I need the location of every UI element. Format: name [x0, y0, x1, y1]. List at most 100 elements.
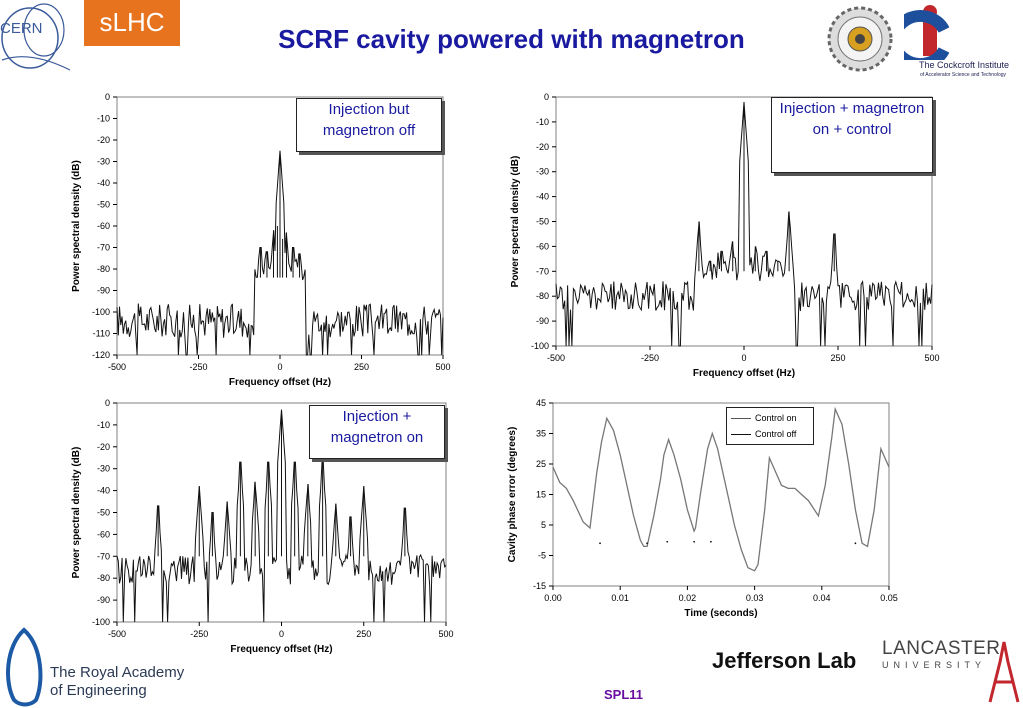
y-tick-label: -80 — [97, 573, 110, 583]
y-tick-label: -30 — [97, 157, 110, 167]
cockcroft-logo: The Cockcroft Institute of Accelerator S… — [904, 2, 1022, 80]
x-tick-label: 0 — [277, 362, 282, 372]
y-tick-label: -20 — [97, 135, 110, 145]
y-tick-label: 5 — [541, 520, 546, 530]
rae-line2: of Engineering — [50, 682, 147, 699]
y-axis-label: Power spectral density (dB) — [510, 156, 521, 288]
cern-label: CERN — [0, 20, 43, 37]
y-tick-label: -110 — [93, 329, 110, 339]
y-tick-label: -70 — [536, 266, 549, 276]
y-tick-label: -100 — [92, 307, 110, 317]
x-axis-label: Frequency offset (Hz) — [693, 368, 795, 379]
y-axis-label: Power spectral density (dB) — [71, 447, 82, 579]
legend-label-control-on: Control on — [755, 413, 797, 423]
jefferson-lab-logo: Jefferson Lab — [712, 648, 857, 673]
y-tick-label: -60 — [97, 221, 110, 231]
series-control-off-point — [854, 542, 857, 545]
series-control-off-point — [666, 540, 669, 543]
y-tick-label: -90 — [536, 316, 549, 326]
rae-line1: The Royal Academy — [50, 664, 185, 681]
y-tick-label: 0 — [105, 398, 110, 408]
y-tick-label: -50 — [97, 508, 110, 518]
y-tick-label: 0 — [544, 92, 549, 102]
royal-academy-logo: The Royal Academy of Engineering — [0, 626, 190, 708]
y-axis-label: Power spectral density (dB) — [71, 160, 82, 292]
cockcroft-sub-label: of Accelerator Science and Technology — [919, 72, 1007, 78]
y-tick-label: -90 — [97, 595, 110, 605]
plot-area — [552, 402, 890, 587]
series-control-off-point — [599, 542, 601, 545]
y-tick-label: -90 — [97, 286, 110, 296]
y-tick-label: -10 — [97, 114, 110, 124]
x-tick-label: -250 — [190, 629, 208, 639]
x-tick-label: 0.02 — [679, 593, 697, 603]
cockcroft-label: The Cockcroft Institute — [918, 60, 1010, 70]
y-axis-label: Cavity phase error (degrees) — [507, 427, 518, 563]
y-tick-label: 35 — [536, 429, 546, 439]
y-tick-label: -40 — [97, 178, 110, 188]
series-control-off-point — [693, 540, 696, 543]
x-tick-label: 250 — [356, 629, 371, 639]
lancaster-logo: LANCASTER UNIVERSITY — [878, 632, 1023, 708]
y-tick-label: -5 — [538, 551, 546, 561]
y-tick-label: -120 — [92, 350, 110, 360]
x-tick-label: 250 — [354, 362, 369, 372]
y-tick-label: -15 — [533, 581, 546, 591]
series-control-off-point — [646, 542, 648, 545]
legend-item-control-on: Control on — [731, 410, 809, 426]
x-tick-label: -500 — [108, 362, 126, 372]
y-tick-label: -40 — [536, 192, 549, 202]
y-tick-label: -60 — [536, 241, 549, 251]
series-control-off-point — [710, 540, 712, 543]
y-tick-label: -80 — [536, 291, 549, 301]
chart-br: 45 35 25 15 5 -5 -15 0.00 0.01 0.02 0.03 0.04 0.05 Ti… — [507, 398, 898, 619]
page-title: SCRF cavity powered with magnetron — [278, 24, 745, 54]
lancaster-label: LANCASTER — [882, 638, 1001, 659]
x-tick-label: -250 — [189, 362, 207, 372]
x-axis-label: Frequency offset (Hz) — [229, 377, 331, 388]
cern-logo: CERN — [0, 0, 72, 80]
series-control-on — [552, 406, 890, 572]
x-tick-label: 0.05 — [880, 593, 898, 603]
legend-item-control-off: Control off — [731, 426, 809, 442]
x-tick-label: -500 — [547, 353, 565, 363]
y-tick-label: -20 — [97, 442, 110, 452]
x-tick-label: 250 — [830, 353, 845, 363]
legend-label-control-off: Control off — [755, 429, 797, 439]
x-axis-label: Frequency offset (Hz) — [230, 644, 332, 655]
y-tick-label: -60 — [97, 529, 110, 539]
y-tick-label: -100 — [531, 341, 549, 351]
y-tick-label: -50 — [536, 217, 549, 227]
y-tick-label: -30 — [536, 167, 549, 177]
y-tick-label: -20 — [536, 142, 549, 152]
y-tick-label: 0 — [105, 92, 110, 102]
annotation-tr: Injection + magnetron on + control — [771, 97, 933, 173]
x-tick-label: 0.00 — [544, 593, 562, 603]
y-tick-label: -80 — [97, 264, 110, 274]
y-tick-label: 45 — [536, 398, 546, 408]
lancaster-sub-label: UNIVERSITY — [882, 660, 987, 670]
x-tick-label: 500 — [438, 629, 453, 639]
annotation-bl: Injection + magnetron on — [309, 405, 445, 459]
slhc-badge: sLHC — [84, 0, 180, 46]
y-tick-label: -40 — [97, 486, 110, 496]
x-tick-label: 500 — [435, 362, 450, 372]
y-tick-label: -70 — [97, 551, 110, 561]
x-tick-label: 0.04 — [813, 593, 831, 603]
x-tick-label: 500 — [924, 353, 939, 363]
y-tick-label: -100 — [92, 617, 110, 627]
y-tick-label: -70 — [97, 243, 110, 253]
x-tick-label: -500 — [108, 629, 126, 639]
x-tick-label: -250 — [641, 353, 659, 363]
y-tick-label: -10 — [536, 117, 549, 127]
y-tick-label: 15 — [536, 490, 546, 500]
annotation-tl: Injection but magnetron off — [296, 98, 442, 152]
y-tick-label: -30 — [97, 464, 110, 474]
y-tick-label: -50 — [97, 200, 110, 210]
chart-legend: Control on Control off — [726, 407, 814, 445]
institute-seal-logo — [826, 4, 894, 74]
x-axis-label: Time (seconds) — [684, 608, 757, 619]
y-tick-label: -10 — [97, 420, 110, 430]
x-tick-label: 0 — [741, 353, 746, 363]
slide-label: SPL11 — [604, 687, 644, 702]
